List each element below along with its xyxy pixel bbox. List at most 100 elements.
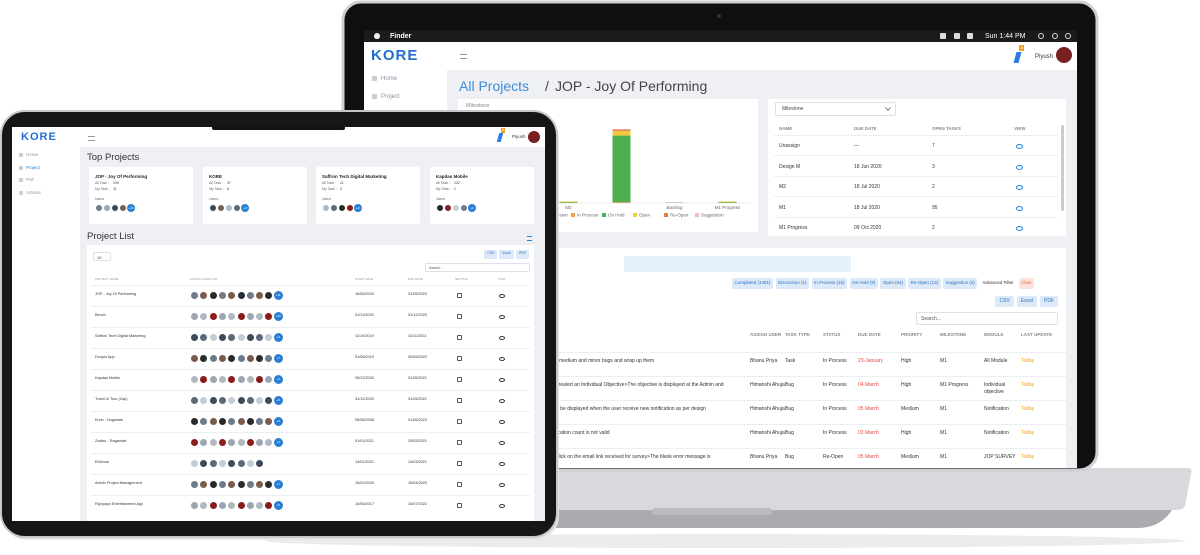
avatar [217,395,227,405]
user-avatar[interactable] [1056,47,1072,63]
sidebar-item[interactable]: Home [381,76,398,82]
setting-icon[interactable] [457,313,462,319]
view-icon[interactable] [499,335,505,340]
app-header [12,127,545,147]
view-icon[interactable] [1016,164,1023,170]
list-toggle[interactable] [527,236,532,241]
view-icon[interactable] [1016,205,1023,211]
setting-icon[interactable] [457,418,462,424]
filter-pill[interactable]: Completed (1481) [732,278,774,289]
project-name[interactable]: Kapdas Mobile [95,376,121,380]
end-date: 31/05/2021 [408,397,428,401]
project-card[interactable]: JOP - Joy Of Performing All Task : 100 My T… [89,167,193,224]
filter-pill[interactable]: Clear [1018,278,1035,289]
project-card[interactable]: Kapdas Mobile All Task : 122 My Task :1 User… [430,167,534,224]
view-icon[interactable] [499,293,505,298]
menu-toggle[interactable] [88,136,95,141]
view-icon[interactable] [499,461,505,466]
sidebar-item[interactable]: Poll [26,177,34,182]
setting-icon[interactable] [457,481,462,487]
avatar [208,416,218,426]
end-date: 30/09/2022 [408,355,428,359]
avatar [208,500,218,510]
project-search[interactable]: Search... [425,263,530,272]
filter-pill[interactable]: Re-Open (13) [908,278,941,289]
view-icon[interactable] [499,398,505,403]
project-name[interactable]: Dooplo App [95,355,115,359]
view-icon[interactable] [1016,184,1023,190]
project-card[interactable]: Saffron Tech Digital Marketing All Task :… [316,167,420,224]
project-name[interactable]: JOP - Joy Of Performing [95,292,137,296]
filter-pill[interactable]: Suggestion (0) [943,278,978,289]
view-icon[interactable] [499,419,505,424]
setting-icon[interactable] [457,460,462,466]
menubar-app: Finder [390,32,412,40]
view-icon[interactable] [499,503,505,508]
project-name[interactable]: Ervin - Hogwarts [95,418,124,422]
export-button[interactable]: Excel [499,250,514,259]
project-name[interactable]: Travel & Tour (Zap) [95,397,128,401]
setting-icon[interactable] [457,334,462,340]
filter-pill[interactable]: On Hold (9) [849,278,878,289]
menubar [364,30,1077,42]
table-cell: Bhanu Priya [750,454,778,460]
export-button[interactable]: CSV [995,296,1014,307]
view-icon[interactable] [499,314,505,319]
avatar [264,395,274,405]
setting-icon[interactable] [457,439,462,445]
setting-icon[interactable] [457,502,462,508]
avatar [217,353,227,363]
table-cell: In Process [823,382,847,388]
filter-pill[interactable]: Discussion (1) [775,278,810,289]
filter-pill[interactable]: Open (64) [880,278,906,289]
breadcrumb-parent[interactable]: All Projects [459,78,530,94]
view-icon[interactable] [499,377,505,382]
avatar [264,374,274,384]
task-title: Created an Individual Objective>The obje… [555,382,724,388]
view-icon[interactable] [499,482,505,487]
sidebar-item[interactable]: Project [381,94,400,100]
user-name: Piyush [512,134,526,139]
view-icon[interactable] [1016,225,1023,231]
project-name[interactable]: Saffron Tech Digital Marketing [95,334,146,338]
project-name[interactable]: Admin Project Management [95,481,142,485]
view-icon[interactable] [1016,143,1023,149]
setting-icon[interactable] [457,355,462,361]
filter-pill[interactable]: In Process (16) [811,278,848,289]
setting-icon[interactable] [457,376,462,382]
task-search[interactable]: Search... [916,312,1058,325]
card-label: My Task : [209,187,224,191]
setting-icon[interactable] [457,292,462,298]
export-button[interactable]: PDF [1040,296,1058,307]
column-header: PRIORITY [901,332,923,337]
view-icon[interactable] [499,440,505,445]
card-title: KORE [209,174,223,179]
project-name[interactable]: Eb5vom [95,460,109,464]
export-button[interactable]: Excel [1016,296,1037,307]
menu-toggle[interactable] [460,54,467,59]
view-icon[interactable] [499,356,505,361]
project-name[interactable]: Bench [95,313,106,317]
x-tick-label: Backlog [666,205,683,210]
export-button[interactable]: CSV [484,250,498,259]
sidebar-item[interactable]: Actions [26,189,41,195]
setting-icon[interactable] [457,397,462,403]
project-card[interactable]: KORE All Task : 37 My Task :6 Users +17 [203,167,307,224]
status-icon [1038,33,1044,39]
sidebar-item[interactable]: Home [26,152,39,157]
avatar [190,416,199,426]
start-date: 01/11/2020 [355,313,374,317]
table-cell: M1 [940,454,947,460]
page-size-select[interactable]: 10 [93,252,111,261]
user-avatar[interactable] [528,131,540,143]
legend-label: Open [639,213,651,218]
column-header: TASK [498,277,506,281]
project-name[interactable]: Riyopayo Entertainment App [95,502,144,506]
project-name[interactable]: Zodiac - Ragandaf [95,439,127,443]
export-button[interactable]: PDF [516,250,529,259]
sidebar-item[interactable]: Project [26,164,41,170]
avatar [255,479,265,489]
filter-pill[interactable]: Advanced Filter [982,280,1014,286]
milestone-select[interactable]: Milestone [775,102,896,116]
avatar [245,458,255,468]
